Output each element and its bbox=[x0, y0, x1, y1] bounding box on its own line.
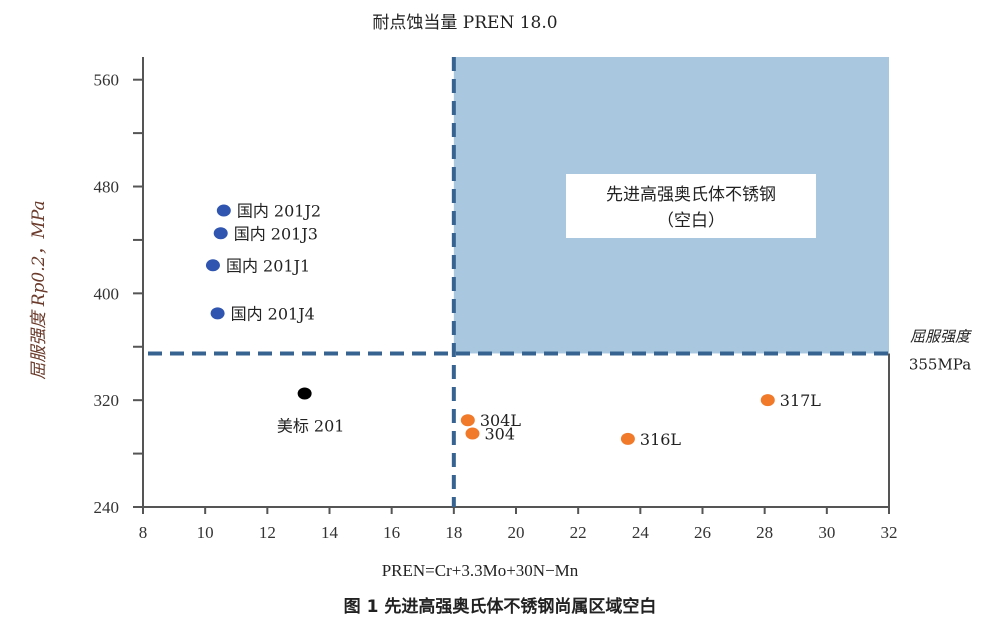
x-tick-label: 20 bbox=[508, 523, 525, 542]
threshold-value: 355MPa bbox=[909, 355, 971, 373]
x-tick-label: 16 bbox=[383, 523, 400, 542]
data-point bbox=[760, 394, 775, 407]
data-point bbox=[620, 432, 635, 445]
x-tick-label: 30 bbox=[818, 523, 835, 542]
x-tick-label: 26 bbox=[694, 523, 711, 542]
point-label: 316L bbox=[640, 430, 682, 449]
data-point bbox=[465, 427, 480, 440]
data-point bbox=[460, 414, 475, 427]
x-tick-label: 10 bbox=[197, 523, 214, 542]
data-point bbox=[213, 227, 228, 240]
y-tick-label: 480 bbox=[94, 178, 120, 197]
point-label: 304L bbox=[480, 411, 522, 430]
point-label: 国内 201J1 bbox=[226, 256, 310, 275]
point-label: 304 bbox=[484, 425, 515, 444]
y-tick-label: 400 bbox=[94, 284, 120, 303]
chart-title: 耐点蚀当量 PREN 18.0 bbox=[372, 13, 557, 33]
region-label: 先进高强奥氏体不锈钢 bbox=[606, 185, 776, 205]
y-axis-label: 屈服强度 Rp0.2，MPa bbox=[29, 200, 49, 379]
x-tick-label: 14 bbox=[321, 523, 339, 542]
data-point bbox=[210, 307, 225, 320]
data-point bbox=[297, 387, 312, 400]
point-label: 国内 201J4 bbox=[231, 304, 315, 323]
point-label: 国内 201J2 bbox=[237, 202, 321, 221]
x-tick-label: 12 bbox=[259, 523, 276, 542]
data-point bbox=[205, 259, 220, 272]
x-tick-label: 8 bbox=[139, 523, 148, 542]
x-axis-label: PREN=Cr+3.3Mo+30N−Mn bbox=[382, 561, 579, 580]
region-label-sub: （空白） bbox=[657, 211, 725, 231]
y-tick-label: 560 bbox=[94, 71, 120, 90]
x-tick-label: 32 bbox=[881, 523, 898, 542]
y-tick-label: 320 bbox=[94, 391, 120, 410]
x-tick-label: 18 bbox=[445, 523, 462, 542]
threshold-label: 屈服强度 bbox=[910, 327, 972, 345]
point-label: 317L bbox=[780, 391, 822, 410]
region-label-box bbox=[566, 174, 816, 238]
x-tick-label: 24 bbox=[632, 523, 650, 542]
x-tick-label: 22 bbox=[570, 523, 587, 542]
data-point bbox=[216, 204, 231, 217]
y-tick-label: 240 bbox=[94, 498, 120, 517]
point-label: 国内 201J3 bbox=[234, 224, 318, 243]
figure-caption: 图 1 先进高强奥氏体不锈钢尚属区域空白 bbox=[344, 596, 657, 617]
x-tick-label: 28 bbox=[756, 523, 773, 542]
point-label: 美标 201 bbox=[277, 416, 345, 435]
